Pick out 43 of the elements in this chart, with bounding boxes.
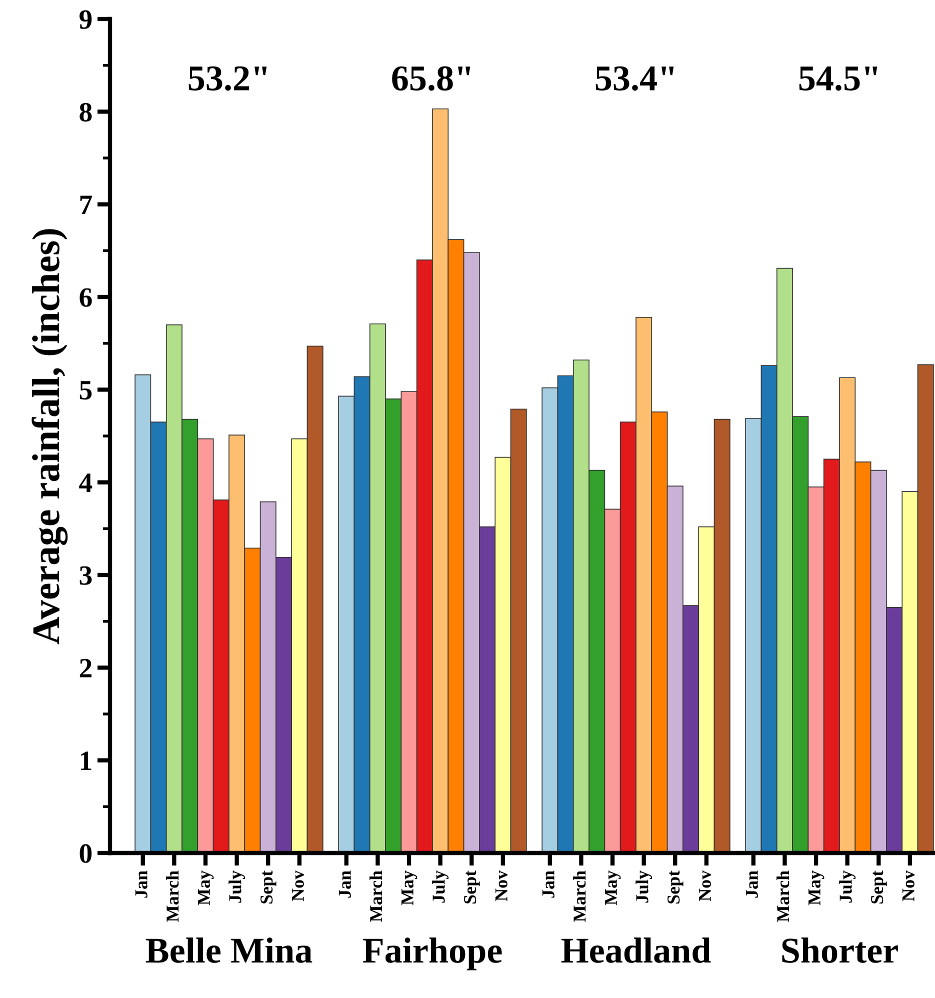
y-tick-label: 4 (79, 474, 92, 492)
annotation: 54.5" (799, 66, 878, 91)
y-tick-label: 8 (80, 102, 92, 122)
x-tick-label: July (636, 870, 652, 903)
x-tick-label: March (573, 870, 586, 922)
x-tick-label: Nov (698, 870, 711, 902)
x-tick-label: Sept (464, 870, 480, 904)
x-tick-label: Jan (338, 870, 351, 898)
x-tick-label: Nov (292, 870, 304, 902)
text: Headland (561, 937, 711, 963)
x-tick-label: May (198, 870, 214, 906)
x-tick-label: July (432, 870, 449, 903)
x-tick-label: March (166, 870, 179, 922)
y-tick-label: 1 (80, 752, 92, 770)
x-tick-label: Sept (871, 870, 887, 904)
x-tick-label: March (776, 870, 790, 922)
x-tick-label: Jan (746, 870, 758, 898)
text: Shorter (782, 937, 898, 963)
x-tick-label: Nov (495, 870, 508, 902)
text: Fairhope (362, 937, 502, 970)
x-tick-label: Jan (135, 870, 148, 898)
x-tick-label: July (839, 870, 856, 903)
y-tick-label: 3 (80, 566, 92, 585)
x-tick-label: May (401, 870, 418, 906)
annotation: 53.4" (596, 66, 674, 91)
x-tick-label: May (808, 870, 824, 906)
y-tick-label: 0 (80, 844, 92, 863)
x-tick-label: Jan (542, 870, 554, 898)
annotation: 53.2" (188, 66, 267, 91)
x-tick-label: Sept (260, 870, 276, 904)
annotation: 65.8" (392, 66, 470, 91)
y-tick-label: 2 (80, 658, 92, 678)
y-tick-label: 7 (80, 196, 92, 214)
y-tick-label: 5 (80, 381, 92, 400)
x-tick-label: July (228, 870, 246, 903)
x-tick-label: Nov (902, 870, 914, 902)
x-tick-label: March (370, 870, 382, 922)
text: Belle Mina (146, 937, 312, 963)
y-tick-label: 9 (80, 10, 92, 29)
x-tick-label: May (604, 870, 621, 906)
x-tick-label: Sept (668, 870, 684, 904)
y-tick-label: 6 (80, 288, 92, 307)
y-axis-title: Average rainfall, (inches) (32, 229, 68, 644)
